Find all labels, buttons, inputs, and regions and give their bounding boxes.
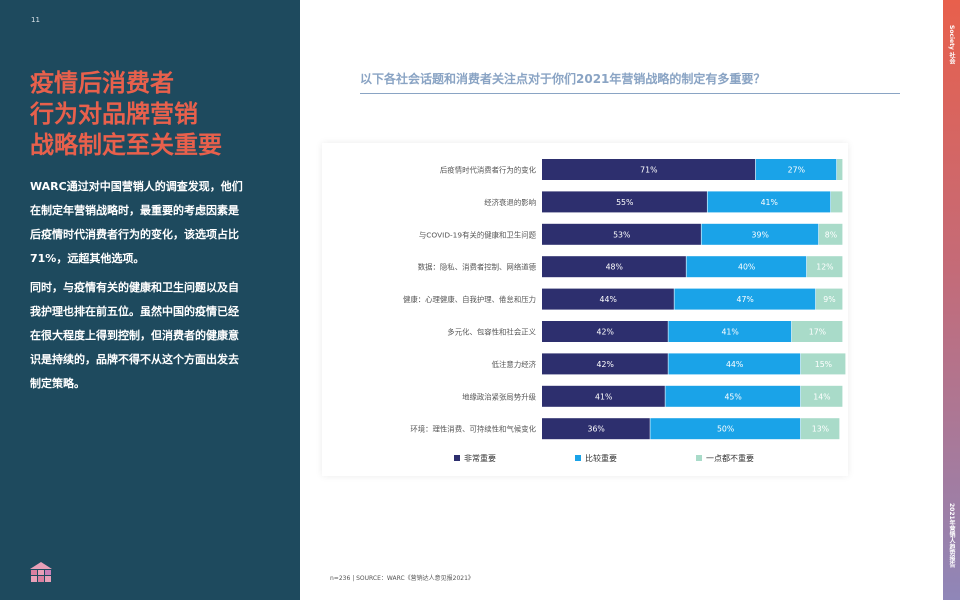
category-label: 与COVID-19有关的健康和卫生问题: [419, 230, 537, 239]
category-label: 地缘政治紧张局势升级: [462, 392, 537, 401]
bar-segment: [830, 191, 843, 213]
data-label: 53%: [613, 230, 630, 239]
category-label: 多元化、包容性和社会正义: [447, 328, 536, 337]
paragraph-detail: 同时，与疫情有关的健康和卫生问题以及自 我护理也排在前五位。虽然中国的疫情已经 …: [30, 276, 270, 396]
bar-segment: [755, 159, 837, 180]
data-label: 12%: [816, 263, 833, 272]
headline-line: 行为对品牌营销: [30, 100, 198, 128]
data-label: 47%: [737, 295, 754, 304]
data-label: 40%: [738, 263, 755, 272]
bar-segment: [686, 256, 807, 278]
data-label: 41%: [761, 198, 778, 207]
bar-segment: [815, 288, 843, 310]
paragraph-line: 71%，远超其他选项。: [30, 252, 145, 265]
report-label: 2021年营销人趋势报告: [948, 502, 955, 568]
category-label: 环境：理性消费、可持续性和气候变化: [410, 425, 536, 434]
bar-segment: [836, 159, 843, 180]
data-label: 71%: [640, 166, 657, 175]
category-label: 后疫情时代消费者行为的变化: [440, 166, 537, 175]
bar-segment: [800, 385, 843, 407]
data-label: 45%: [724, 392, 741, 401]
data-label: 14%: [813, 392, 830, 401]
headline-line: 疫情后消费者: [30, 69, 174, 97]
bar-segment: [800, 418, 840, 440]
bar-segment: [542, 321, 668, 342]
data-label: 50%: [717, 425, 734, 434]
data-label: 36%: [588, 425, 605, 434]
bar-segment: [542, 418, 650, 440]
data-label: 39%: [752, 230, 769, 239]
legend-label: 非常重要: [464, 453, 496, 463]
bar-segment: [674, 288, 816, 310]
paragraph-line: 同时，与疫情有关的健康和卫生问题以及自: [30, 281, 239, 294]
bar-segment: [791, 321, 843, 342]
bar-segment: [665, 385, 801, 407]
data-label: 41%: [721, 328, 738, 337]
legend-label: 比较重要: [585, 453, 617, 463]
data-label: 48%: [606, 263, 623, 272]
chart-card: 后疫情时代消费者行为的变化 71% 27% 经济衰退的影响 55% 41% 与COVID-1…: [322, 143, 848, 476]
bar-segment: [542, 256, 686, 278]
question-divider: [360, 93, 900, 94]
stacked-bar-chart: 后疫情时代消费者行为的变化 71% 27% 经济衰退的影响 55% 41% 与COVID-1…: [403, 159, 846, 463]
paragraph-line: 在很大程度上得到控制，但消费者的健康意: [30, 329, 239, 342]
headline: 疫情后消费者 行为对品牌营销 战略制定至关重要: [30, 68, 290, 161]
bar-segment: [542, 385, 665, 407]
category-label: 经济衰退的影响: [484, 198, 536, 207]
data-label: 42%: [597, 328, 614, 337]
legend-swatch: [575, 455, 581, 461]
paragraph-intro: WARC通过对中国营销人的调查发现，他们 在制定年营销战略时，最重要的考虑因素是…: [30, 175, 270, 271]
bar-segment: [650, 418, 801, 440]
category-label: 健康：心理健康、自我护理、倦怠和压力: [403, 295, 536, 304]
data-label: 44%: [600, 295, 617, 304]
bar-segment: [701, 223, 819, 245]
data-label: 42%: [597, 360, 614, 369]
left-panel: 11 疫情后消费者 行为对品牌营销 战略制定至关重要 WARC通过对中国营销人的…: [0, 0, 300, 600]
legend-label: 一点都不重要: [706, 453, 754, 463]
data-label: 27%: [788, 166, 805, 175]
bar-segment: [542, 223, 701, 245]
paragraph-line: 识是持续的，品牌不得不从这个方面出发去: [30, 353, 239, 366]
headline-line: 战略制定至关重要: [30, 131, 222, 159]
data-label: 13%: [812, 425, 829, 434]
brand-logo-icon: [30, 562, 52, 582]
bar-segment: [800, 353, 846, 375]
bar-segment: [818, 223, 843, 245]
bar-segment: [668, 353, 801, 375]
paragraph-line: 在制定年营销战略时，最重要的考虑因素是: [30, 204, 239, 217]
paragraph-line: 制定策略。: [30, 377, 85, 390]
data-label: 17%: [809, 328, 826, 337]
data-label: 15%: [815, 360, 832, 369]
data-label: 8%: [825, 230, 837, 239]
category-label: 数据：隐私、消费者控制、网络道德: [418, 263, 537, 272]
bar-segment: [542, 159, 756, 180]
section-label: Society 社会: [948, 24, 955, 64]
paragraph-line: 后疫情时代消费者行为的变化，该选项占比: [30, 228, 239, 241]
data-label: 55%: [616, 198, 633, 207]
bar-segment: [668, 321, 792, 342]
legend-swatch: [696, 455, 702, 461]
section-strip: Society 社会 2021年营销人趋势报告: [943, 0, 960, 600]
bar-segment: [542, 288, 674, 310]
bar-segment: [542, 191, 707, 213]
bar-segment: [806, 256, 843, 278]
paragraph-line: WARC通过对中国营销人的调查发现，他们: [30, 180, 243, 193]
page-number: 11: [31, 16, 40, 24]
data-label: 41%: [595, 392, 612, 401]
category-label: 低注意力经济: [492, 360, 537, 369]
legend-swatch: [454, 455, 460, 461]
chart-question: 以下各社会话题和消费者关注点对于你们2021年营销战略的制定有多重要？: [360, 72, 766, 86]
source-note: n=236 | SOURCE：WARC《营销达人意见报2021》: [330, 575, 474, 582]
data-label: 44%: [726, 360, 743, 369]
bar-segment: [707, 191, 831, 213]
paragraph-line: 我护理也排在前五位。虽然中国的疫情已经: [30, 305, 239, 318]
data-label: 9%: [823, 295, 835, 304]
bar-segment: [542, 353, 668, 375]
